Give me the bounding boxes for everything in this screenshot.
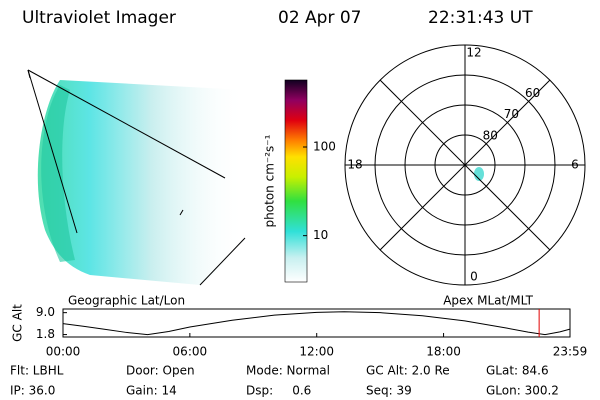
colorbar-label: photon cm⁻²s⁻¹ <box>263 134 277 227</box>
x-tick-label: 00:00 <box>46 345 81 359</box>
colorbar <box>284 79 308 283</box>
mlat-label: 80 <box>483 128 498 142</box>
mlt-label: 6 <box>571 158 579 172</box>
info-field: IP: 36.0 <box>10 384 55 398</box>
info-field: Gain: 14 <box>126 384 177 398</box>
info-field: Mode: Normal <box>246 364 330 378</box>
info-field: GLon: 300.2 <box>486 384 559 398</box>
time: 22:31:43 UT <box>428 8 533 28</box>
mlt-label: 18 <box>347 158 362 172</box>
x-tick-label: 18:00 <box>426 345 461 359</box>
title: Ultraviolet Imager <box>22 8 176 28</box>
info-field: Door: Open <box>126 364 195 378</box>
y-tick-label: 1.8 <box>36 327 55 341</box>
x-tick-label: 12:00 <box>299 345 334 359</box>
x-tick-label: 23:59 <box>553 345 588 359</box>
map-label-right: Apex MLat/MLT <box>443 294 533 308</box>
uv-image <box>27 69 246 286</box>
mlat-label: 60 <box>525 86 540 100</box>
mlt-label: 0 <box>470 270 478 284</box>
colorbar-tick-label: 100 <box>313 140 336 154</box>
timeline-ylabel: GC Alt <box>11 304 25 342</box>
date: 02 Apr 07 <box>278 8 361 28</box>
polar-spoke <box>379 79 551 251</box>
map-label-left: Geographic Lat/Lon <box>68 294 185 308</box>
timeline-frame <box>62 308 571 338</box>
x-tick-label: 06:00 <box>173 345 208 359</box>
mlat-label: 70 <box>504 107 519 121</box>
colorbar-tick-label: 10 <box>313 228 328 242</box>
info-field: Flt: LBHL <box>10 364 64 378</box>
info-field: GC Alt: 2.0 Re <box>366 364 450 378</box>
info-field: Dsp: 0.6 <box>246 384 311 398</box>
info-field: GLat: 84.6 <box>486 364 549 378</box>
altitude-curve <box>62 311 571 336</box>
info-field: Seq: 39 <box>366 384 412 398</box>
mlt-label: 12 <box>466 46 481 60</box>
y-tick-label: 9.0 <box>36 305 55 319</box>
